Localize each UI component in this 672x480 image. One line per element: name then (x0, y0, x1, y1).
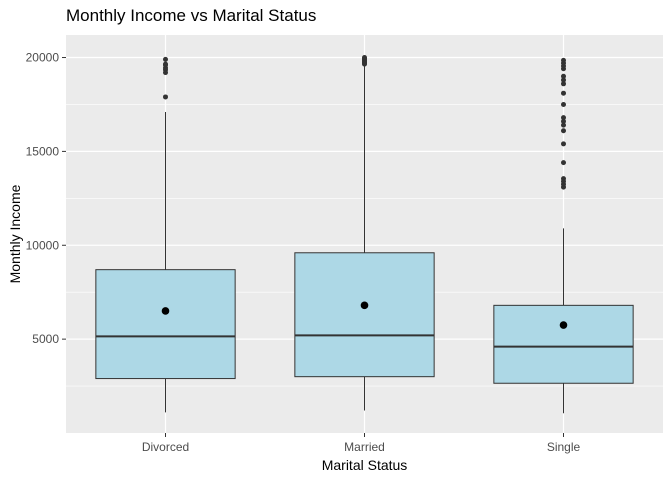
outlier-point (163, 94, 168, 100)
iqr-box (95, 269, 236, 380)
box-group-divorced (95, 56, 236, 413)
iqr-box (294, 252, 435, 378)
outlier-point (561, 141, 566, 147)
outlier-point (561, 122, 566, 128)
x-axis-ticks: Divorced Married Single (142, 433, 581, 454)
outlier-point (561, 90, 566, 96)
outlier-point (561, 128, 566, 134)
x-tick-label: Married (344, 440, 385, 454)
outlier-point (561, 57, 566, 63)
outlier-point (561, 77, 566, 83)
y-tick-label: 5000 (32, 332, 59, 346)
x-tick-label: Divorced (142, 440, 189, 454)
box-group-single (493, 57, 634, 414)
y-tick-label: 20000 (26, 51, 60, 65)
outlier-point (561, 118, 566, 124)
outlier-point (561, 176, 566, 182)
outlier-point (561, 160, 566, 166)
x-tick-label: Single (547, 440, 581, 454)
mean-point (360, 301, 369, 310)
outlier-point (561, 115, 566, 121)
box-layer (95, 55, 634, 414)
mean-point (559, 321, 568, 329)
box-group-married (294, 55, 435, 411)
chart-title: Monthly Income vs Marital Status (66, 6, 317, 25)
x-axis-title: Marital Status (322, 457, 408, 473)
outlier-point (561, 73, 566, 79)
y-tick-label: 15000 (26, 144, 60, 158)
outlier-point (163, 56, 168, 62)
y-axis-ticks: 5000 10000 15000 20000 (26, 51, 66, 346)
y-axis-title: Monthly Income (7, 184, 23, 283)
mean-point (161, 307, 170, 315)
outlier-point (362, 55, 367, 61)
iqr-box (493, 304, 634, 384)
outlier-point (163, 61, 168, 67)
outlier-point (561, 101, 566, 107)
y-tick-label: 10000 (26, 238, 60, 252)
outlier-point (561, 81, 566, 87)
